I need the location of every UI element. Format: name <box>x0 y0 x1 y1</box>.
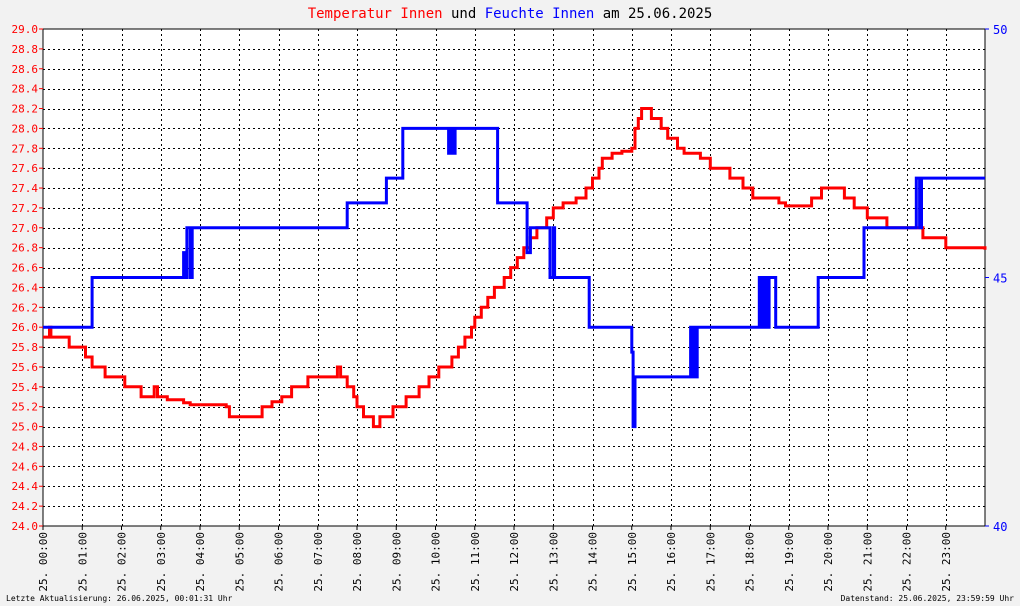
y-left-tick-label: 24.8 <box>12 440 39 453</box>
y-left-tick-label: 27.0 <box>12 222 39 235</box>
x-tick-label: 25. 05:00 <box>233 532 246 592</box>
x-tick-label: 25. 10:00 <box>430 532 443 592</box>
y-right-tick-label: 45 <box>993 272 1007 286</box>
grid <box>43 29 985 526</box>
y-left-tick-label: 28.2 <box>12 103 39 116</box>
title-humidity: Feuchte Innen <box>485 6 595 22</box>
x-tick-label: 25. 13:00 <box>547 532 560 592</box>
temperature-series-line <box>43 107 987 429</box>
y-left-tick-label: 28.6 <box>12 63 39 76</box>
footer-last-update: Letzte Aktualisierung: 26.06.2025, 00:01… <box>6 594 233 603</box>
x-tick-label: 25. 04:00 <box>194 532 207 592</box>
y-left-tick-label: 24.6 <box>12 460 39 473</box>
y-left-tick-label: 26.2 <box>12 301 39 314</box>
x-tick-label: 25. 22:00 <box>901 532 914 592</box>
y-left-ticks: 24.0 24.2 24.4 24.6 24.8 25.0 25.2 25.4 25.6 25.8… <box>12 23 43 533</box>
x-tick-label: 25. 00:00 <box>37 532 50 592</box>
series-layer <box>43 107 987 429</box>
y-right-tick-label: 50 <box>993 23 1007 37</box>
chart-title: Temperatur Innen und Feuchte Innen am 25… <box>308 6 713 22</box>
x-tick-label: 25. 19:00 <box>783 532 796 592</box>
y-left-tick-label: 24.4 <box>12 480 39 493</box>
y-left-tick-label: 24.2 <box>12 500 39 513</box>
x-tick-label: 25. 23:00 <box>940 532 953 592</box>
x-tick-label: 25. 20:00 <box>822 532 835 592</box>
y-left-tick-label: 24.0 <box>12 520 39 533</box>
x-tick-label: 25. 17:00 <box>704 532 717 592</box>
y-left-tick-label: 25.6 <box>12 361 39 374</box>
x-tick-label: 25. 07:00 <box>312 532 325 592</box>
x-ticks: 25. 00:00 25. 01:00 25. 02:00 25. 03:00 25. … <box>37 526 953 592</box>
x-tick-label: 25. 14:00 <box>587 532 600 592</box>
x-tick-label: 25. 18:00 <box>744 532 757 592</box>
y-left-tick-label: 26.8 <box>12 242 39 255</box>
x-tick-label: 25. 16:00 <box>665 532 678 592</box>
y-left-tick-label: 25.2 <box>12 401 39 414</box>
x-tick-label: 25. 15:00 <box>626 532 639 592</box>
y-left-tick-label: 29.0 <box>12 23 39 36</box>
y-left-tick-label: 26.6 <box>12 262 39 275</box>
y-right-tick-label: 40 <box>993 520 1007 534</box>
x-tick-label: 25. 01:00 <box>76 532 89 592</box>
y-left-tick-label: 27.6 <box>12 162 39 175</box>
y-left-tick-label: 27.4 <box>12 182 39 195</box>
y-left-tick-label: 25.0 <box>12 421 39 434</box>
y-left-tick-label: 28.0 <box>12 122 39 135</box>
x-tick-label: 25. 21:00 <box>861 532 874 592</box>
title-temperature: Temperatur Innen <box>308 6 443 22</box>
x-tick-label: 25. 09:00 <box>390 532 403 592</box>
x-tick-label: 25. 12:00 <box>508 532 521 592</box>
footer-data-status: Datenstand: 25.06.2025, 23:59:59 Uhr <box>841 594 1015 603</box>
y-left-tick-label: 26.0 <box>12 321 39 334</box>
y-left-tick-label: 27.2 <box>12 202 39 215</box>
y-left-tick-label: 28.8 <box>12 43 39 56</box>
humidity-series-line <box>43 126 985 429</box>
x-tick-label: 25. 02:00 <box>116 532 129 592</box>
y-left-tick-label: 25.8 <box>12 341 39 354</box>
y-left-tick-label: 26.4 <box>12 281 39 294</box>
x-tick-label: 25. 11:00 <box>469 532 482 592</box>
title-date: am 25.06.2025 <box>594 6 712 22</box>
x-tick-label: 25. 06:00 <box>273 532 286 592</box>
x-tick-label: 25. 08:00 <box>351 532 364 592</box>
y-left-tick-label: 28.4 <box>12 83 39 96</box>
y-left-tick-label: 25.4 <box>12 381 39 394</box>
x-tick-label: 25. 03:00 <box>155 532 168 592</box>
y-left-tick-label: 27.8 <box>12 142 39 155</box>
y-right-ticks: 40 45 50 <box>985 23 1007 534</box>
title-connector: und <box>443 6 485 22</box>
